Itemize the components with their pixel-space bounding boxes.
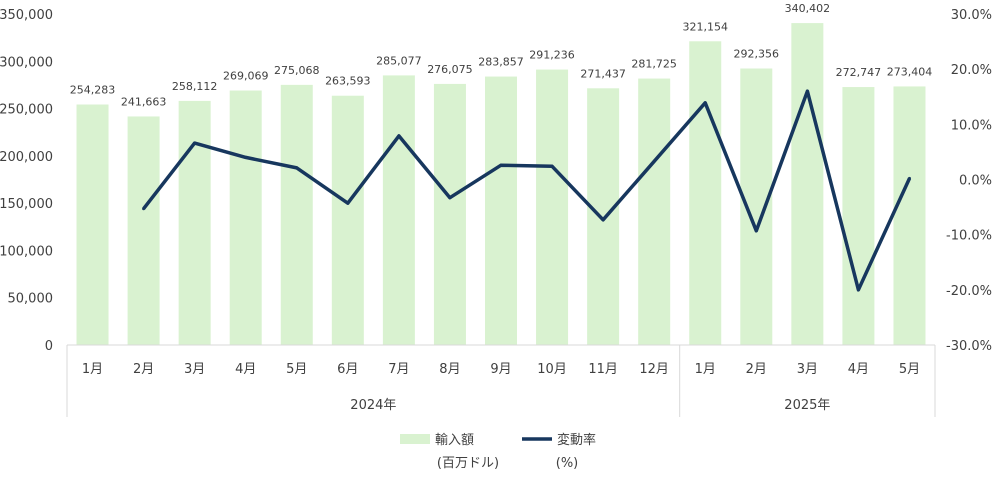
left-axis-tick-label: 200,000 (0, 150, 53, 165)
bar-data-label: 292,356 (734, 48, 780, 61)
line-point (448, 196, 452, 200)
legend-sublabel-bar: (百万ドル) (437, 456, 499, 471)
right-axis-tick-label: -10.0% (946, 229, 992, 244)
right-axis-tick-label: 0.0% (959, 174, 992, 189)
left-axis-tick-label: 0 (45, 339, 53, 354)
line-point (244, 155, 248, 159)
left-axis: 0 50,000 100,000 150,000 200,000 250,000 300,0… (0, 8, 53, 354)
x-tick-label: 2月 (133, 362, 154, 377)
line-point (856, 288, 860, 292)
left-axis-tick-label: 50,000 (8, 292, 54, 307)
line-point (499, 163, 503, 167)
bar-data-label: 263,593 (325, 75, 371, 88)
x-tick-label: 1月 (695, 362, 716, 377)
x-tick-label: 4月 (848, 362, 869, 377)
bar-data-label: 283,857 (478, 56, 524, 69)
bar (689, 41, 722, 345)
bar-data-label: 258,112 (172, 80, 218, 93)
line-point (550, 164, 554, 168)
bars-layer (76, 23, 926, 346)
left-axis-tick-label: 300,000 (0, 55, 53, 70)
line-point (652, 159, 656, 163)
bar (280, 84, 313, 346)
bar (536, 69, 569, 346)
line-layer (142, 89, 912, 292)
bar-data-label: 340,402 (785, 2, 831, 15)
bar-data-label: 271,437 (580, 67, 626, 80)
x-tick-label: 11月 (588, 362, 618, 377)
line-point (142, 207, 146, 211)
x-tick-label: 5月 (286, 362, 307, 377)
x-group-label: 2025年 (784, 398, 830, 413)
bar-data-label: 291,236 (529, 49, 575, 62)
x-tick-label: 2月 (746, 362, 767, 377)
bar-data-label: 281,725 (631, 58, 677, 71)
bar-data-label: 276,075 (427, 63, 473, 76)
line-point (295, 166, 299, 170)
line-point (805, 89, 809, 93)
legend-sublabel-line: (%) (556, 456, 579, 471)
bar (178, 100, 211, 345)
change-rate-line (142, 89, 912, 292)
bar (433, 83, 466, 345)
legend: 輸入額 (百万ドル) 変動率 (%) (400, 432, 596, 471)
bar (485, 76, 517, 346)
legend-swatch-bar (400, 434, 430, 444)
left-axis-tick-label: 350,000 (0, 8, 53, 23)
bar-data-label: 321,154 (682, 20, 728, 33)
x-axis: 1月 2月 3月 4月 5月 6月 7月 8月 9月 10月 11月 12月 1月 2月 3月 4月 5月 202… (66, 344, 936, 417)
bar (331, 95, 364, 345)
bar (893, 86, 926, 346)
x-tick-label: 8月 (439, 362, 460, 377)
bar-data-label: 272,747 (836, 66, 882, 79)
line-point (703, 101, 707, 105)
bar-data-label: 241,663 (121, 95, 167, 108)
bar (791, 23, 824, 345)
x-tick-label: 3月 (797, 362, 818, 377)
left-axis-tick-label: 100,000 (0, 244, 53, 259)
bar (127, 116, 160, 346)
legend-label-bar: 輸入額 (435, 433, 474, 448)
bar (587, 88, 620, 345)
x-tick-label: 6月 (337, 362, 358, 377)
bar (76, 104, 109, 345)
x-group-label: 2024年 (350, 398, 396, 413)
bar (229, 90, 262, 346)
x-tick-label: 3月 (184, 362, 205, 377)
right-axis-tick-label: 20.0% (951, 63, 992, 78)
bar-data-label: 275,068 (274, 64, 320, 77)
right-axis-tick-label: 10.0% (951, 118, 992, 133)
right-axis-tick-label: -20.0% (946, 284, 992, 299)
bar-data-label: 254,283 (70, 84, 116, 97)
x-tick-label: 4月 (235, 362, 256, 377)
bar-data-label: 285,077 (376, 54, 422, 67)
x-tick-label: 7月 (388, 362, 409, 377)
bar (638, 78, 671, 346)
x-tick-label: 1月 (82, 362, 103, 377)
right-axis: -30.0% -20.0% -10.0% 0.0% 10.0% 20.0% 30.0% (946, 8, 992, 354)
line-point (601, 218, 605, 222)
line-point (907, 176, 911, 180)
x-tick-label: 12月 (639, 362, 669, 377)
right-axis-tick-label: -30.0% (946, 339, 992, 354)
left-axis-tick-label: 250,000 (0, 103, 53, 118)
bar-data-label: 273,404 (887, 65, 933, 78)
line-point (193, 141, 197, 145)
bar-labels-layer: 254,283 241,663 258,112 269,069 275,068 263,5… (70, 2, 932, 108)
x-tick-label: 9月 (490, 362, 511, 377)
left-axis-tick-label: 150,000 (0, 197, 53, 212)
x-tick-label: 10月 (537, 362, 567, 377)
x-tick-label: 5月 (899, 362, 920, 377)
line-point (754, 229, 758, 233)
bar (382, 75, 415, 345)
legend-label-line: 変動率 (557, 432, 596, 448)
bar-data-label: 269,069 (223, 70, 269, 83)
line-point (397, 134, 401, 138)
bar (842, 87, 875, 345)
right-axis-tick-label: 30.0% (951, 8, 992, 23)
line-point (346, 201, 350, 205)
